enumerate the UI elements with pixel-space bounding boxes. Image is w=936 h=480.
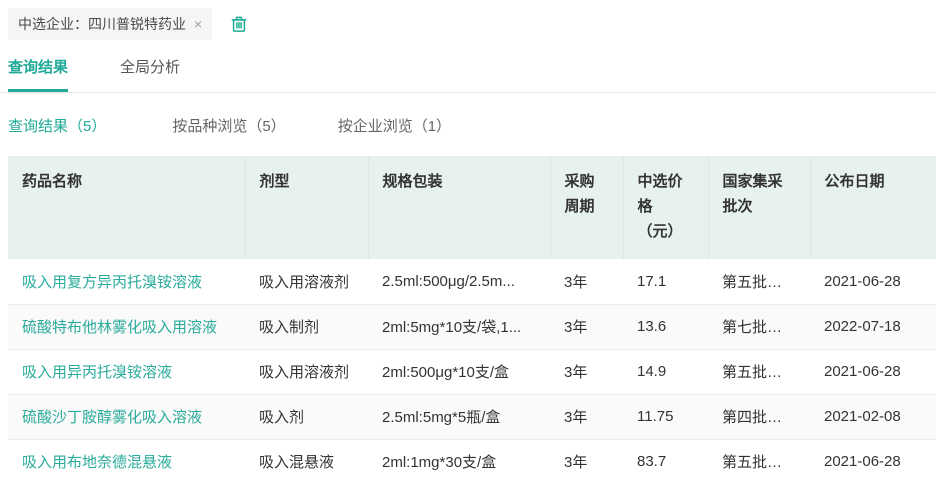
table-row: 吸入用复方异丙托溴铵溶液 吸入用溶液剂 2.5ml:500μg/2.5m... …: [8, 259, 936, 304]
price-cell: 14.9: [623, 348, 708, 394]
clear-filters-button[interactable]: [228, 13, 250, 35]
dosage-form-cell: 吸入用溶液剂: [245, 348, 368, 394]
period-cell: 3年: [550, 348, 623, 394]
filter-tag-label: 中选企业：四川普锐特药业: [18, 16, 186, 32]
col-header-dosage-form: 剂型: [245, 156, 369, 259]
col-header-publish-date: 公布日期: [810, 156, 936, 259]
date-cell: 2021-06-28: [810, 438, 936, 480]
table-row: 硫酸沙丁胺醇雾化吸入溶液 吸入剂 2.5ml:5mg*5瓶/盒 3年 11.75…: [8, 393, 936, 439]
batch-cell: 第五批集采: [708, 348, 810, 394]
subtab-by-variety[interactable]: 按品种浏览（5）: [172, 118, 286, 135]
dosage-form-cell: 吸入制剂: [245, 303, 368, 349]
period-cell: 3年: [564, 273, 588, 291]
tab-global-analysis[interactable]: 全局分析: [120, 59, 181, 76]
dosage-form-cell: 吸入剂: [245, 393, 368, 439]
period-cell: 3年: [550, 438, 623, 480]
tab-query-results[interactable]: 查询结果: [8, 52, 69, 92]
table-row: 硫酸特布他林雾化吸入用溶液 吸入制剂 2ml:5mg*10支/袋,1... 3年…: [8, 303, 936, 349]
sub-tabs: 查询结果（5） 按品种浏览（5） 按企业浏览（1）: [0, 93, 936, 136]
spec-cell: 2ml:500μg*10支/盒: [368, 348, 550, 394]
table-row: 吸入用异丙托溴铵溶液 吸入用溶液剂 2ml:500μg*10支/盒 3年 14.…: [8, 348, 936, 394]
date-cell: 2021-06-28: [824, 272, 901, 290]
subtab-query-results[interactable]: 查询结果（5）: [8, 118, 107, 135]
batch-cell: 第五批集采: [708, 438, 810, 480]
col-header-drug-name: 药品名称: [8, 156, 246, 259]
col-header-spec-packaging: 规格包装: [368, 156, 551, 259]
col-header-national-batch: 国家集采 批次: [708, 156, 811, 259]
drug-name-link[interactable]: 吸入用异丙托溴铵溶液: [8, 348, 245, 394]
price-cell: 11.75: [623, 393, 708, 439]
col-header-selected-price: 中选价 格 （元）: [623, 156, 709, 259]
filter-tag-selected-enterprise[interactable]: 中选企业：四川普锐特药业 ×: [8, 8, 213, 40]
batch-cell: 第七批集采: [708, 303, 810, 349]
results-table: 药品名称 剂型 规格包装 采购 周期 中选价 格 （元） 国家集采 批次 公布日…: [8, 156, 936, 480]
filter-bar: 中选企业：四川普锐特药业 ×: [0, 0, 936, 40]
batch-cell: 第四批集采: [708, 393, 810, 439]
drug-name-link[interactable]: 吸入用布地奈德混悬液: [8, 438, 245, 480]
dosage-form-cell: 吸入混悬液: [245, 438, 368, 480]
date-cell: 2021-02-08: [810, 393, 936, 439]
spec-cell: 2ml:5mg*10支/袋,1...: [368, 303, 550, 349]
price-cell: 17.1: [637, 272, 667, 290]
date-cell: 2021-06-28: [810, 348, 936, 394]
table-header-row: 药品名称 剂型 规格包装 采购 周期 中选价 格 （元） 国家集采 批次 公布日…: [8, 156, 936, 259]
col-header-procurement-period: 采购 周期: [550, 156, 624, 259]
period-cell: 3年: [550, 303, 623, 349]
drug-name-link[interactable]: 吸入用复方异丙托溴铵溶液: [22, 273, 203, 291]
trash-icon: [229, 14, 249, 34]
dosage-form-cell: 吸入用溶液剂: [259, 273, 350, 291]
table-row: 吸入用布地奈德混悬液 吸入混悬液 2ml:1mg*30支/盒 3年 83.7 第…: [8, 438, 936, 480]
period-cell: 3年: [550, 393, 623, 439]
price-cell: 13.6: [623, 303, 708, 349]
main-tabs: 查询结果 全局分析: [0, 52, 936, 93]
spec-cell: 2ml:1mg*30支/盒: [368, 438, 550, 480]
subtab-by-enterprise[interactable]: 按企业浏览（1）: [337, 118, 452, 135]
drug-name-link[interactable]: 硫酸特布他林雾化吸入用溶液: [8, 303, 245, 349]
spec-cell: 2.5ml:500μg/2.5m...: [382, 272, 515, 290]
close-icon[interactable]: ×: [194, 16, 203, 32]
results-table-container: 药品名称 剂型 规格包装 采购 周期 中选价 格 （元） 国家集采 批次 公布日…: [8, 156, 936, 480]
price-cell: 83.7: [623, 438, 708, 480]
date-cell: 2022-07-18: [810, 303, 936, 349]
drug-name-link[interactable]: 硫酸沙丁胺醇雾化吸入溶液: [8, 393, 245, 439]
spec-cell: 2.5ml:5mg*5瓶/盒: [368, 393, 550, 439]
batch-cell: 第五批集采: [722, 273, 798, 291]
